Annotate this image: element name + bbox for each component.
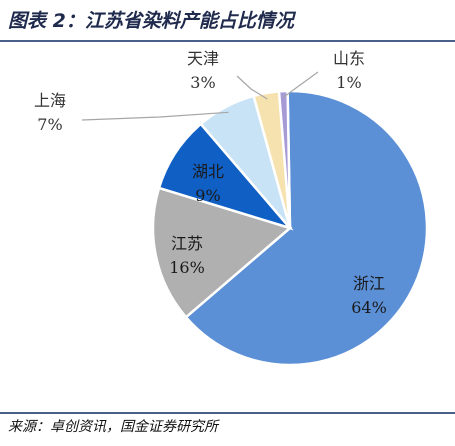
source-note: 来源：卓创资讯，国金证券研究所 xyxy=(8,419,218,435)
pie-slice-0 xyxy=(184,89,429,367)
slice-name-label-0: 浙江 xyxy=(353,274,385,293)
bottom-rule xyxy=(0,412,455,414)
pie-slice-1 xyxy=(151,186,293,319)
pie-chart: 浙江 64% 江苏 16% 湖北 9% 上海 7% 天津 3% 山东 1% xyxy=(34,49,429,367)
figure-title: 图表 2：江苏省染料产能占比情况 xyxy=(8,10,294,32)
slice-value-label-3: 7% xyxy=(37,115,62,134)
top-rule xyxy=(0,40,455,42)
slice-value-label-2: 9% xyxy=(195,186,220,205)
slice-value-label-1: 16% xyxy=(169,258,205,277)
slice-value-label-5: 1% xyxy=(336,73,361,92)
pie-slice-5 xyxy=(277,89,292,229)
slice-name-label-3: 上海 xyxy=(34,91,66,110)
leader-line-4 xyxy=(236,75,268,100)
leader-line-3 xyxy=(81,111,229,121)
slice-name-label-4: 天津 xyxy=(187,49,219,68)
slice-value-label-0: 64% xyxy=(351,298,387,317)
slice-name-label-5: 山东 xyxy=(333,49,365,68)
slice-name-label-1: 江苏 xyxy=(171,234,203,253)
slice-name-label-2: 湖北 xyxy=(192,162,224,181)
slice-value-label-4: 3% xyxy=(190,73,215,92)
leader-line-5 xyxy=(283,71,319,98)
